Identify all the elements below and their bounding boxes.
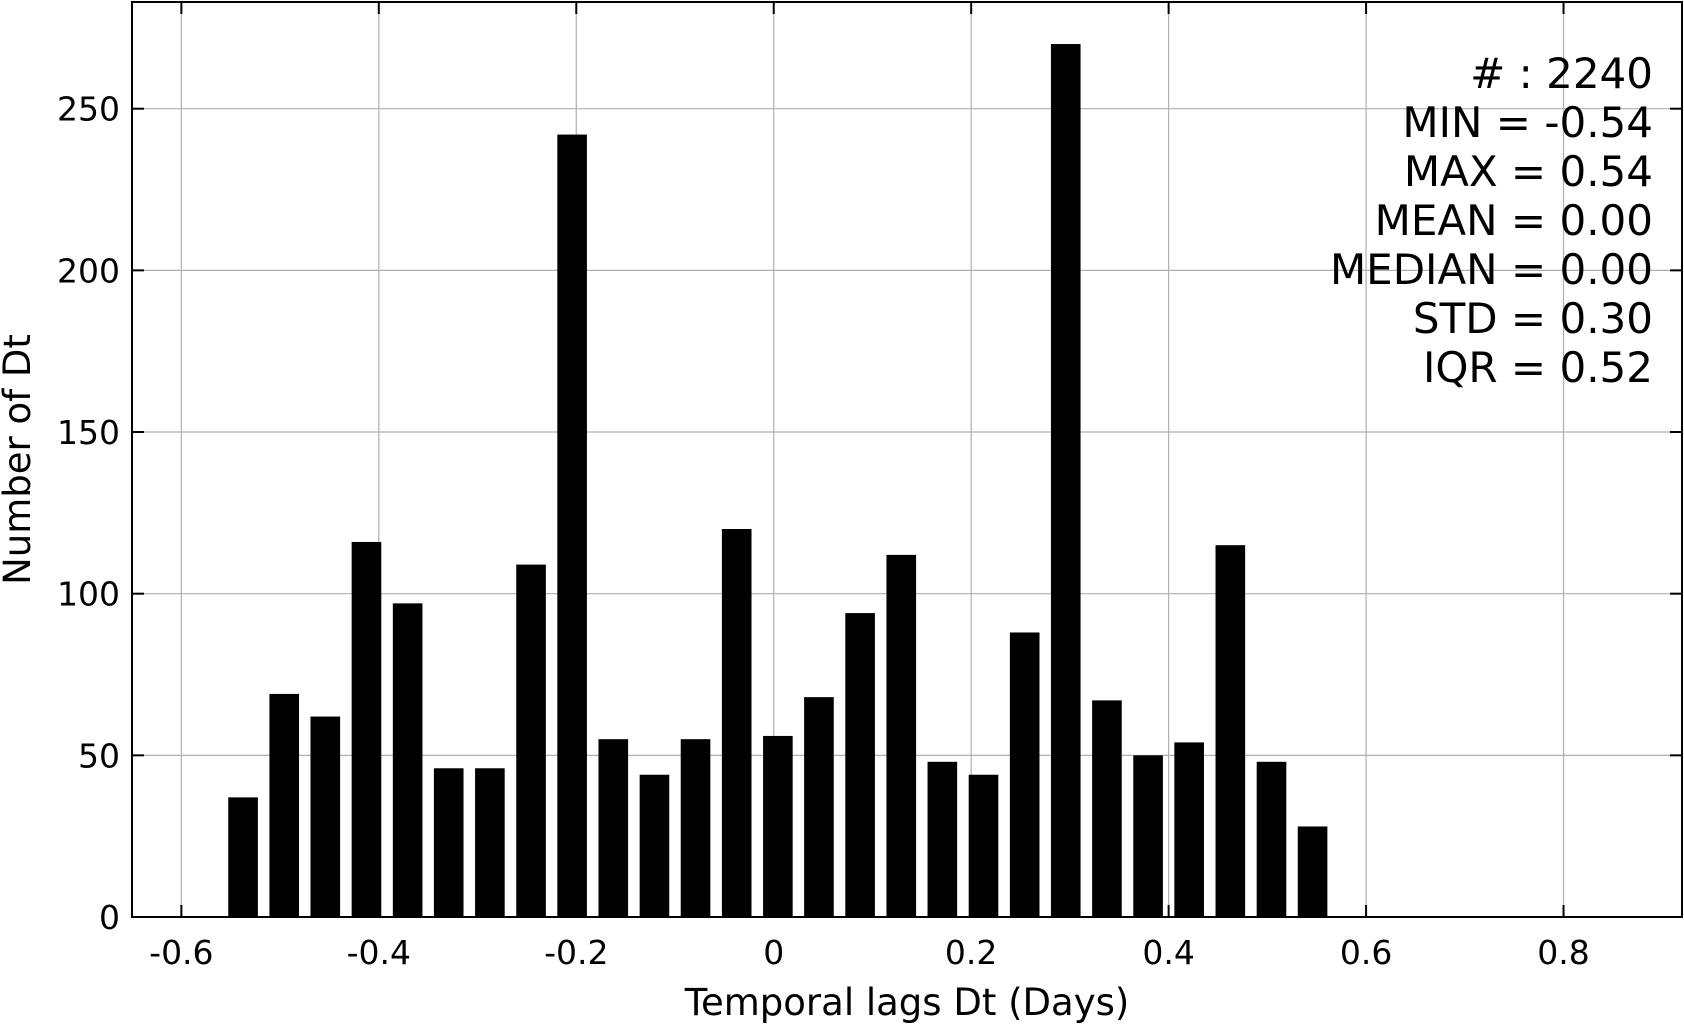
stats-line: STD = 0.30 (1413, 294, 1653, 343)
labels-layer: -0.6 -0.4 -0.2 0 0.2 0.4 0.6 0.8 0 50 100 150 200 250 (57, 90, 1590, 972)
y-tick-label: 50 (78, 736, 120, 775)
x-tick-label: -0.2 (544, 933, 608, 972)
histogram-bar (1050, 44, 1081, 918)
histogram-bar (228, 797, 258, 917)
x-axis-label: Temporal lags Dt (Days) (684, 981, 1130, 1024)
histogram-bar (1297, 826, 1328, 917)
plot-frame (131, 1, 1683, 918)
histogram-bar (721, 529, 752, 917)
histogram-bar (392, 603, 423, 917)
histogram-bar (1215, 545, 1246, 917)
histogram-bar (351, 541, 382, 917)
histogram-bar (927, 761, 958, 917)
y-tick-label: 250 (57, 90, 120, 129)
stats-line: MIN = -0.54 (1402, 98, 1653, 147)
grid-layer (132, 2, 1682, 918)
stats-line: MEDIAN = 0.00 (1330, 245, 1653, 294)
histogram-bar (639, 774, 670, 917)
ticks-layer (132, 2, 1682, 918)
histogram-bar (598, 739, 629, 917)
stats-line: MAX = 0.54 (1404, 147, 1653, 196)
stats-line: IQR = 0.52 (1423, 343, 1653, 392)
histogram-bar (269, 693, 300, 917)
x-tick-label: 0.2 (945, 933, 997, 972)
histogram-bar (557, 134, 587, 918)
histogram-bar (845, 613, 875, 917)
x-tick-label: 0.8 (1537, 933, 1589, 972)
y-tick-label: 150 (57, 413, 120, 452)
stats-line: # : 2240 (1470, 49, 1653, 98)
histogram-bar (886, 554, 917, 917)
x-tick-label: -0.6 (149, 933, 213, 972)
histogram-bar (968, 774, 999, 917)
y-tick-label: 200 (57, 251, 120, 290)
histogram-bar (516, 564, 546, 917)
histogram-bar (1256, 761, 1287, 917)
histogram-bar (1009, 632, 1040, 917)
x-tick-label: 0.6 (1340, 933, 1392, 972)
histogram-bar (1092, 700, 1122, 917)
stats-line: MEAN = 0.00 (1375, 196, 1653, 245)
histogram-bar (1174, 742, 1204, 917)
histogram-bar (433, 768, 464, 917)
histogram-bar (475, 768, 505, 917)
y-tick-label: 0 (99, 898, 120, 937)
bars-layer (228, 44, 1328, 918)
y-tick-label: 100 (57, 575, 120, 614)
histogram-bar (804, 697, 834, 917)
x-tick-label: 0.4 (1142, 933, 1194, 972)
histogram-bar (1133, 755, 1163, 917)
histogram-bar (310, 716, 341, 917)
x-tick-label: -0.4 (347, 933, 411, 972)
histogram-bar (763, 735, 793, 917)
x-tick-label: 0 (763, 933, 784, 972)
histogram-bar (680, 739, 711, 917)
y-axis-label: Number of Dt (0, 334, 39, 585)
